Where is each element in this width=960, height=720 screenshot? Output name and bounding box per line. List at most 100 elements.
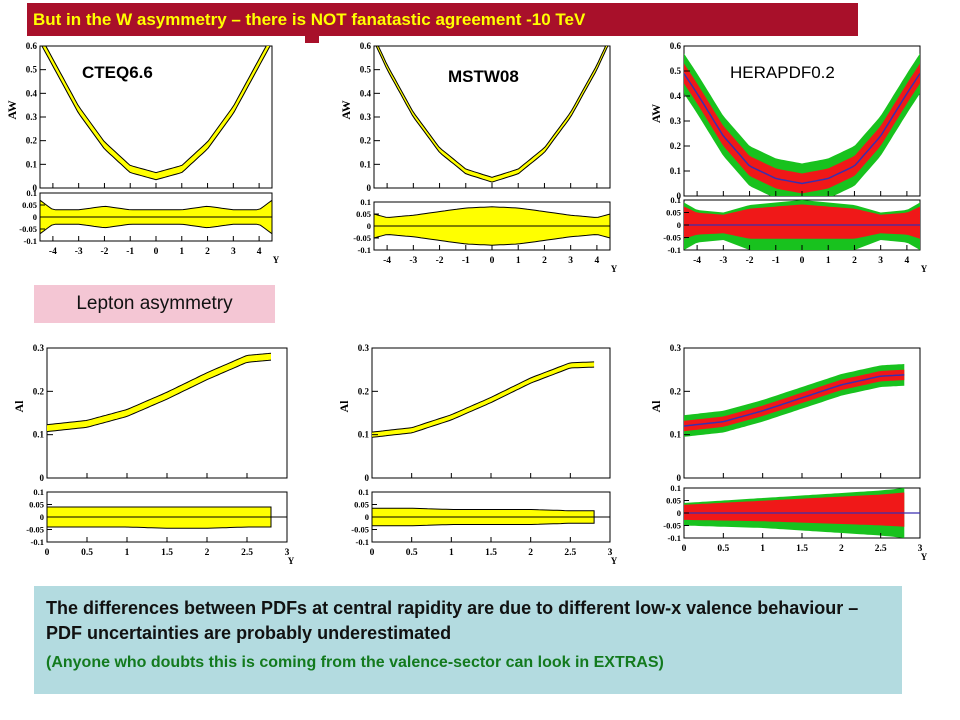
x-tick-label: 1 — [760, 544, 765, 554]
x-tick-label: 3 — [878, 256, 883, 266]
x-tick-label: -1 — [772, 256, 780, 266]
main-frame — [46, 347, 288, 479]
y-axis-label: AW — [649, 104, 663, 123]
band-upper-edge — [372, 361, 595, 433]
ratio-y-tick-label: -0.1 — [668, 245, 681, 255]
x-tick-label: 4 — [257, 247, 262, 257]
y-tick-label: 0.1 — [26, 159, 38, 169]
ratio-plot-area — [47, 506, 287, 529]
main-frame — [39, 45, 273, 189]
y-tick-label: 0.4 — [360, 88, 372, 98]
ratio-y-tick-label: 0.1 — [670, 195, 681, 205]
central-value-line — [684, 73, 920, 185]
extras-note: (Anyone who doubts this is coming from t… — [46, 654, 664, 671]
y-tick-label: 0 — [33, 183, 38, 193]
main-panel: 0 0.1 0.2 0.3 0.4 0.5 0.6 AW CTEQ6.6 — [5, 41, 273, 193]
x-tick-label: -4 — [693, 256, 701, 266]
ratio-y-tick-label: 0.1 — [26, 188, 37, 198]
x-tick-label: 2 — [852, 256, 857, 266]
x-axis-label: Y — [921, 264, 928, 274]
x-tick-label: 0 — [682, 544, 687, 554]
main-panel: 0 0.1 0.2 0.3 Al — [649, 343, 921, 483]
x-tick-label: -2 — [746, 256, 754, 266]
ratio-y-tick-label: 0.1 — [358, 487, 369, 497]
uncertainty-band-red — [684, 63, 920, 194]
band-lower-edge — [41, 46, 271, 181]
ratio-y-tick-label: 0.05 — [666, 208, 681, 218]
y-tick-label: 0.5 — [26, 65, 38, 75]
ratio-y-tick-label: 0.05 — [354, 500, 369, 510]
ratio-plot-area — [374, 206, 610, 246]
ratio-y-tick-label: 0.1 — [360, 197, 371, 207]
central-value-line — [684, 374, 905, 427]
ratio-y-tick-label: 0.1 — [670, 483, 681, 493]
ratio-y-tick-label: 0 — [367, 221, 371, 231]
main-plot-area — [41, 46, 271, 181]
y-tick-label: 0.3 — [26, 112, 38, 122]
ratio-panel: -0.1 -0.05 0 0.05 0.1 -4 -3 -2 -1 0 1 2 3 4 Y — [19, 188, 279, 265]
x-tick-label: -3 — [75, 247, 83, 257]
x-tick-label: 2.5 — [875, 544, 887, 554]
y-tick-label: 0.5 — [360, 65, 372, 75]
ratio-y-tick-label: 0.1 — [33, 487, 44, 497]
x-tick-label: 1.5 — [796, 544, 808, 554]
y-tick-label: 0 — [677, 473, 682, 483]
chart-lepton-asym-cteq66: 0 0.1 0.2 0.3 Al -0.1 -0.05 0 0.05 0.1 0 0.5 1 1.5 2 2.… — [12, 343, 295, 566]
y-tick-label: 0.6 — [360, 41, 372, 51]
main-panel: 0 0.1 0.2 0.3 0.4 0.5 0.6 AW HERAPDF0.2 — [649, 41, 921, 201]
x-axis-label: Y — [611, 556, 618, 566]
y-tick-label: 0.3 — [360, 112, 372, 122]
y-axis-label: Al — [12, 400, 26, 413]
x-tick-label: 2 — [528, 548, 533, 558]
x-tick-label: 2 — [839, 544, 844, 554]
band-upper-edge — [45, 46, 267, 174]
main-frame — [371, 347, 611, 479]
ratio-y-tick-label: 0.05 — [666, 496, 681, 506]
y-tick-label: 0 — [677, 191, 682, 201]
ratio-y-tick-label: -0.1 — [24, 236, 37, 246]
ratio-y-tick-label: 0 — [365, 512, 369, 522]
x-tick-label: -2 — [100, 247, 108, 257]
ratio-y-tick-label: -0.05 — [663, 521, 681, 531]
main-panel: 0 0.1 0.2 0.3 Al — [337, 343, 611, 483]
y-tick-label: 0 — [40, 473, 45, 483]
ratio-panel: -0.1 -0.05 0 0.05 0.1 -4 -3 -2 -1 0 1 2 3 4 Y — [663, 195, 927, 274]
band-upper-edge — [47, 352, 272, 426]
chart-w-asym-mstw08: 0 0.1 0.2 0.3 0.4 0.5 0.6 AW MSTW08 -0.1 -0.05 0 0.0… — [339, 41, 618, 274]
x-axis-label: Y — [611, 264, 618, 274]
y-tick-label: 0.1 — [33, 430, 45, 440]
x-tick-label: 0.5 — [81, 548, 93, 558]
x-tick-label: 2 — [205, 247, 210, 257]
y-tick-label: 0.3 — [33, 343, 45, 353]
x-tick-label: 1 — [449, 548, 454, 558]
chart-name-label: CTEQ6.6 — [82, 63, 153, 82]
y-tick-label: 0.1 — [358, 430, 370, 440]
ratio-y-tick-label: 0 — [677, 508, 681, 518]
x-tick-label: 3 — [231, 247, 236, 257]
y-tick-label: 0.1 — [360, 159, 372, 169]
x-tick-label: 0.5 — [717, 544, 729, 554]
x-tick-label: 1 — [826, 256, 831, 266]
conclusion-text: The differences between PDFs at central … — [46, 598, 859, 643]
ratio-y-tick-label: -0.05 — [353, 233, 371, 243]
ratio-y-tick-label: 0.05 — [29, 500, 44, 510]
ratio-panel: -0.1 -0.05 0 0.05 0.1 0 0.5 1 1.5 2 2.5 3Y — [351, 487, 617, 566]
ratio-y-tick-label: 0 — [40, 512, 44, 522]
x-axis-label: Y — [288, 556, 295, 566]
ratio-y-tick-label: -0.05 — [351, 525, 369, 535]
y-tick-label: 0.3 — [358, 343, 370, 353]
x-tick-label: 2 — [542, 256, 547, 266]
y-tick-label: 0.2 — [670, 141, 682, 151]
band-lower-edge — [372, 366, 595, 438]
x-tick-label: 0 — [370, 548, 375, 558]
ratio-plot-area — [684, 200, 920, 250]
x-tick-label: 1 — [125, 548, 130, 558]
ratio-y-tick-label: -0.05 — [663, 233, 681, 243]
y-tick-label: 0.2 — [358, 386, 370, 396]
x-tick-label: 0 — [154, 247, 159, 257]
x-tick-label: 1.5 — [485, 548, 497, 558]
ratio-panel: -0.1 -0.05 0 0.05 0.1 0 0.5 1 1.5 2 2.5 3Y — [663, 483, 927, 562]
ratio-plot-area — [40, 199, 272, 235]
ratio-band — [47, 506, 272, 529]
chart-name-label: HERAPDF0.2 — [730, 63, 835, 82]
